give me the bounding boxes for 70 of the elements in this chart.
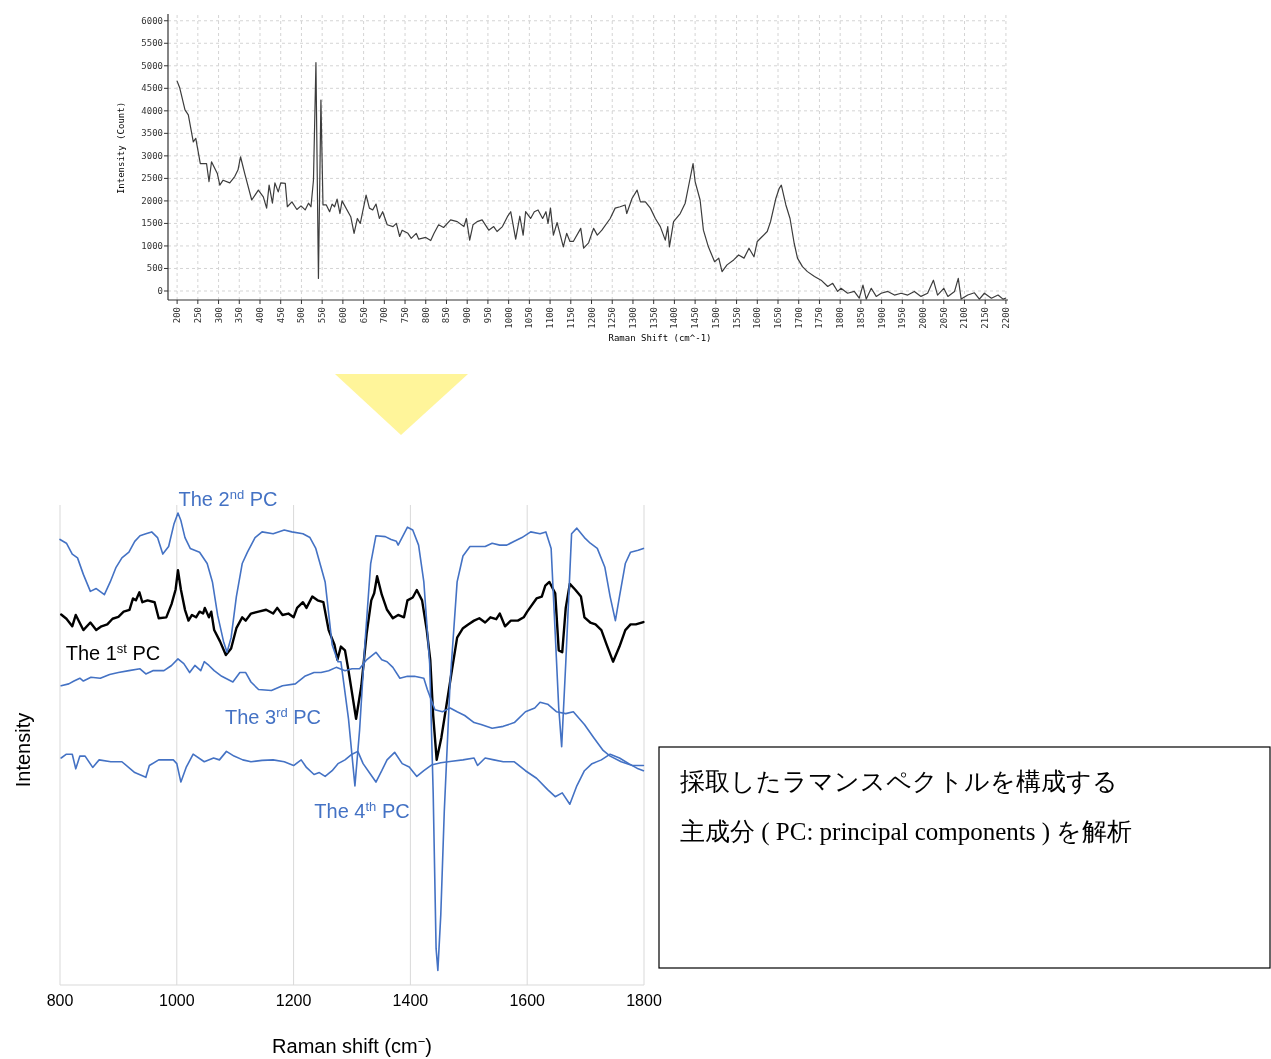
x-tick-label: 1000 bbox=[159, 992, 195, 1009]
y-tick-label: 3500 bbox=[141, 128, 163, 139]
x-tick-label: 1950 bbox=[897, 307, 908, 329]
x-tick-label: 1550 bbox=[731, 307, 742, 329]
x-tick-label: 1850 bbox=[855, 307, 866, 329]
x-tick-label: 950 bbox=[482, 307, 493, 324]
y-axis-title: Intensity (Count) bbox=[116, 101, 126, 195]
x-tick-label: 800 bbox=[46, 992, 74, 1009]
x-tick-label: 1250 bbox=[607, 307, 618, 329]
y-tick-label: 1000 bbox=[141, 240, 163, 251]
y-tick-label: 4500 bbox=[141, 83, 163, 94]
y-tick-label: 2500 bbox=[141, 173, 163, 184]
x-tick-label: 2100 bbox=[959, 307, 970, 329]
x-tick-label: 1600 bbox=[509, 992, 546, 1009]
x-tick-label: 350 bbox=[234, 307, 245, 324]
x-tick-label: 1900 bbox=[876, 307, 887, 329]
y-tick-label: 5500 bbox=[141, 38, 163, 49]
series-label: The 2$^{nd}$ PC bbox=[178, 486, 278, 510]
x-tick-label: 2000 bbox=[918, 307, 929, 329]
x-tick-label: 1400 bbox=[669, 307, 680, 329]
x-tick-label: 1100 bbox=[545, 307, 556, 329]
x-axis-title: Raman shift (cm$^{−}$) bbox=[272, 1033, 432, 1057]
x-tick-label: 650 bbox=[358, 307, 369, 324]
y-tick-label: 1500 bbox=[141, 218, 163, 229]
x-tick-label: 1400 bbox=[392, 992, 429, 1009]
x-tick-label: 750 bbox=[400, 307, 411, 324]
x-tick-label: 1300 bbox=[627, 307, 638, 329]
x-tick-label: 1200 bbox=[275, 992, 312, 1009]
x-tick-label: 1700 bbox=[793, 307, 804, 329]
x-tick-label: 1600 bbox=[752, 307, 763, 329]
text: 主成分 ( PC: principal components ) を解析 bbox=[680, 818, 1133, 846]
x-tick-label: 800 bbox=[420, 307, 431, 324]
x-tick-label: 2150 bbox=[980, 307, 991, 329]
y-tick-label: 5000 bbox=[141, 60, 163, 71]
series-label: The 4$^{th}$ PC bbox=[314, 798, 410, 822]
y-axis-title: Intensity bbox=[12, 712, 34, 788]
y-tick-label: 4000 bbox=[141, 105, 163, 116]
y-tick-label: 0 bbox=[157, 285, 163, 296]
x-tick-label: 600 bbox=[337, 307, 348, 324]
x-tick-label: 1650 bbox=[773, 307, 783, 329]
x-tick-label: 400 bbox=[255, 307, 265, 324]
x-tick-label: 1750 bbox=[814, 307, 825, 329]
y-tick-label: 500 bbox=[146, 263, 163, 274]
x-tick-label: 700 bbox=[379, 307, 390, 324]
x-tick-label: 1050 bbox=[524, 307, 535, 329]
x-tick-label: 1000 bbox=[503, 307, 514, 329]
y-tick-label: 3000 bbox=[141, 150, 163, 161]
x-tick-label: 1200 bbox=[586, 307, 597, 329]
series-label: The 3$^{rd}$ PC bbox=[224, 704, 322, 728]
x-tick-label: 300 bbox=[213, 307, 224, 324]
x-tick-label: 550 bbox=[317, 307, 328, 324]
x-axis-title: Raman Shift (cm^-1) bbox=[608, 333, 712, 343]
text: 採取したラマンスペクトルを構成する bbox=[680, 768, 1118, 795]
x-tick-label: 500 bbox=[296, 307, 307, 324]
x-tick-label: 900 bbox=[462, 307, 473, 324]
y-tick-label: 2000 bbox=[141, 195, 163, 206]
x-tick-label: 450 bbox=[275, 307, 286, 324]
x-tick-label: 1150 bbox=[565, 307, 576, 329]
series-label: The 1$^{st}$ PC bbox=[65, 640, 161, 664]
x-tick-label: 2050 bbox=[938, 307, 949, 329]
y-tick-label: 6000 bbox=[141, 15, 163, 26]
x-tick-label: 1350 bbox=[648, 307, 659, 329]
x-tick-label: 850 bbox=[441, 307, 452, 324]
x-tick-label: 250 bbox=[192, 307, 203, 324]
x-tick-label: 2200 bbox=[1000, 307, 1011, 329]
x-tick-label: 1450 bbox=[690, 307, 701, 329]
x-tick-label: 1800 bbox=[835, 307, 846, 329]
x-tick-label: 1800 bbox=[626, 992, 662, 1009]
x-tick-label: 200 bbox=[172, 307, 183, 324]
x-tick-label: 1500 bbox=[710, 307, 721, 329]
